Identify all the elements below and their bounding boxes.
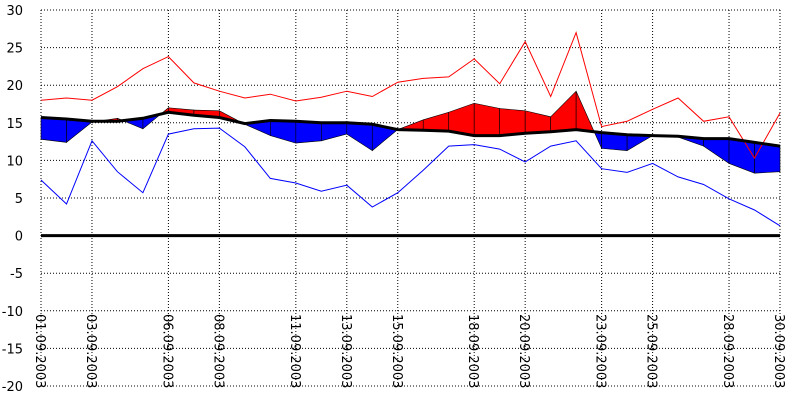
y-tick-label: 20 <box>6 79 23 94</box>
deviation-fills <box>40 90 781 174</box>
y-tick-label: 15 <box>6 117 23 132</box>
x-tick-label: 15.09.2003 <box>389 314 404 388</box>
grid <box>40 9 781 387</box>
above-normal-fill <box>550 90 577 133</box>
x-tick-label: 18.09.2003 <box>465 314 480 388</box>
x-tick-label: 08.09.2003 <box>210 314 225 388</box>
below-normal-fill <box>270 120 297 144</box>
x-tick-label: 13.09.2003 <box>338 314 353 388</box>
above-normal-fill <box>524 110 551 134</box>
x-tick-label: 25.09.2003 <box>644 314 659 388</box>
x-tick-label: 11.09.2003 <box>287 314 302 388</box>
below-normal-fill <box>295 120 322 144</box>
above-normal-fill <box>575 91 595 133</box>
below-normal-fill <box>40 117 67 143</box>
y-tick-label: 5 <box>15 192 23 207</box>
y-tick-label: 30 <box>6 4 23 19</box>
y-tick-label: -20 <box>2 380 23 395</box>
below-normal-fill <box>754 142 781 174</box>
above-normal-fill <box>473 102 500 136</box>
x-tick-label: 23.09.2003 <box>593 314 608 388</box>
normal-temp-line <box>40 110 781 148</box>
y-tick-label: -15 <box>2 342 23 357</box>
y-axis: -20 -15 -10 -5 0 5 10 15 20 25 30 <box>2 4 23 395</box>
y-tick-label: -10 <box>2 305 23 320</box>
below-normal-fill <box>728 138 755 174</box>
x-tick-label: 06.09.2003 <box>159 314 174 388</box>
x-tick-label: 30.09.2003 <box>771 314 786 388</box>
y-tick-label: 10 <box>6 154 23 169</box>
above-normal-fill <box>422 111 450 132</box>
below-normal-fill <box>703 138 730 164</box>
x-tick-label: 01.09.2003 <box>32 314 47 388</box>
below-normal-fill <box>626 134 654 152</box>
below-normal-fill <box>346 122 373 152</box>
x-tick-label: 03.09.2003 <box>83 314 98 388</box>
y-tick-label: -5 <box>10 267 23 282</box>
x-axis: 01.09.2003 03.09.2003 06.09.2003 08.09.2003… <box>32 314 786 388</box>
y-tick-label: 0 <box>15 230 23 245</box>
max-temp-line <box>40 31 781 160</box>
x-tick-label: 28.09.2003 <box>720 314 735 388</box>
y-tick-label: 25 <box>6 42 23 57</box>
below-normal-fill <box>593 131 602 149</box>
below-normal-fill <box>66 118 93 143</box>
x-tick-label: 20.09.2003 <box>516 314 531 388</box>
series-lines <box>40 31 781 238</box>
below-normal-fill <box>321 122 348 142</box>
min-temp-line <box>40 127 781 227</box>
above-normal-fill <box>499 108 526 136</box>
